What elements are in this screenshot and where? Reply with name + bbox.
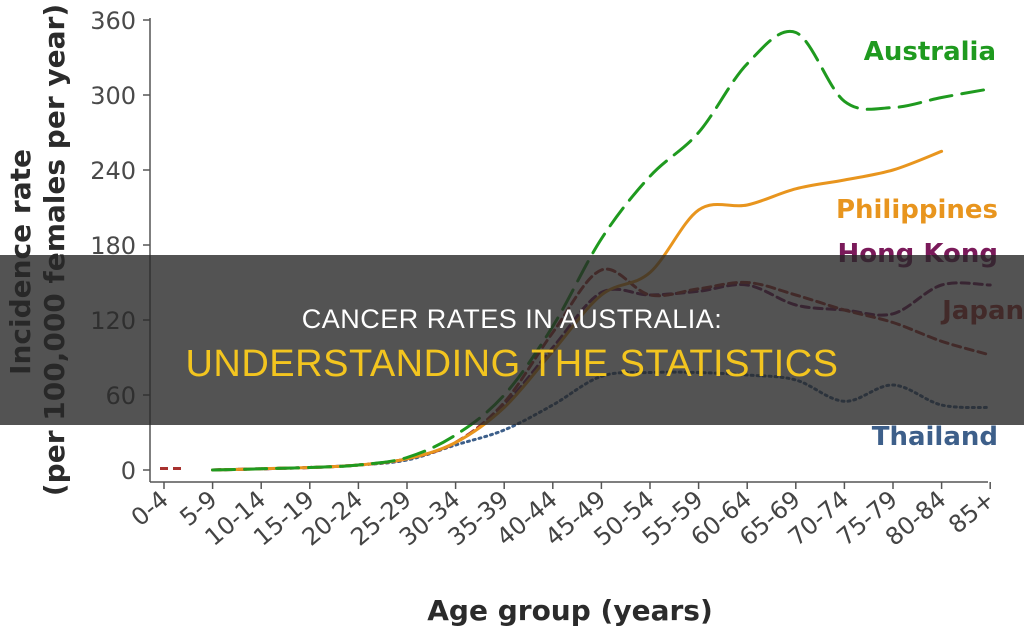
title-banner: CANCER RATES IN AUSTRALIA: UNDERSTANDING… [0,255,1024,425]
series-label-philippines: Philippines [836,195,998,225]
banner-title: CANCER RATES IN AUSTRALIA: [301,304,723,334]
series-label-thailand: Thailand [872,422,998,452]
y-tick-label: 360 [90,7,136,35]
x-tick-labels: 0-4 5-910-1415-1920-2425-2930-3435-3940-4… [126,485,1000,551]
x-tick-label: 0-4 [126,485,174,532]
x-axis-title: Age group (years) [427,594,712,627]
banner-subtitle: UNDERSTANDING THE STATISTICS [185,343,839,385]
y-tick-label: 300 [90,82,136,110]
x-tick-label: 85+ [943,485,1000,539]
series-label-australia: Australia [864,37,996,67]
series-line-australia [211,29,992,472]
y-tick-label: 0 [121,457,136,485]
y-tick-label: 240 [90,157,136,185]
